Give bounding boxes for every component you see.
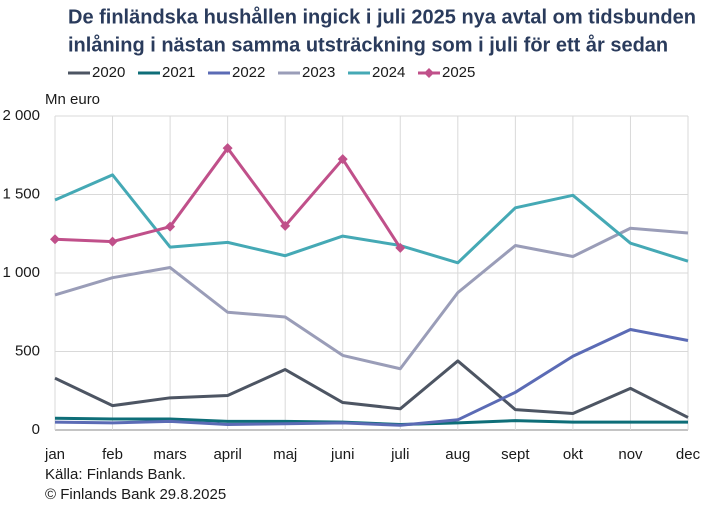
chart-title: De finländska hushållen ingick i juli 20… bbox=[68, 5, 696, 28]
y-tick-label: 0 bbox=[32, 421, 40, 438]
x-tick-label: okt bbox=[563, 446, 584, 463]
legend-label: 2023 bbox=[302, 64, 335, 81]
series-line bbox=[54, 328, 689, 427]
legend-label: 2025 bbox=[442, 64, 475, 81]
series-line bbox=[54, 173, 689, 265]
data-point bbox=[280, 220, 291, 231]
copyright-note: © Finlands Bank 29.8.2025 bbox=[45, 486, 226, 503]
data-point bbox=[337, 154, 348, 165]
y-tick-label: 1 500 bbox=[2, 185, 40, 202]
data-point bbox=[107, 236, 118, 247]
legend-label: 2024 bbox=[372, 64, 405, 81]
y-tick-label: 500 bbox=[15, 342, 40, 359]
data-point bbox=[395, 242, 406, 253]
legend-label: 2020 bbox=[92, 64, 125, 81]
x-tick-label: dec bbox=[676, 446, 701, 463]
x-tick-label: maj bbox=[273, 446, 297, 463]
legend-label: 2021 bbox=[162, 64, 195, 81]
y-axis-label: Mn euro bbox=[45, 91, 100, 108]
data-point bbox=[50, 234, 60, 245]
source-note: Källa: Finlands Bank. bbox=[45, 466, 186, 483]
legend-label: 2022 bbox=[232, 64, 265, 81]
x-tick-label: april bbox=[213, 446, 241, 463]
x-tick-label: juni bbox=[330, 446, 354, 463]
x-tick-label: feb bbox=[102, 446, 123, 463]
chart-title: inlåning i nästan samma utsträckning som… bbox=[68, 33, 668, 56]
x-tick-label: nov bbox=[618, 446, 643, 463]
x-tick-label: mars bbox=[153, 446, 186, 463]
x-tick-label: juli bbox=[390, 446, 409, 463]
x-tick-label: sept bbox=[501, 446, 530, 463]
x-tick-label: aug bbox=[445, 446, 470, 463]
series-line bbox=[54, 226, 689, 371]
y-tick-label: 2 000 bbox=[2, 107, 40, 124]
series-line bbox=[54, 359, 689, 419]
x-tick-label: jan bbox=[44, 446, 65, 463]
data-point bbox=[165, 221, 176, 232]
y-tick-label: 1 000 bbox=[2, 264, 40, 281]
data-point bbox=[222, 143, 233, 154]
legend-marker bbox=[424, 68, 434, 78]
